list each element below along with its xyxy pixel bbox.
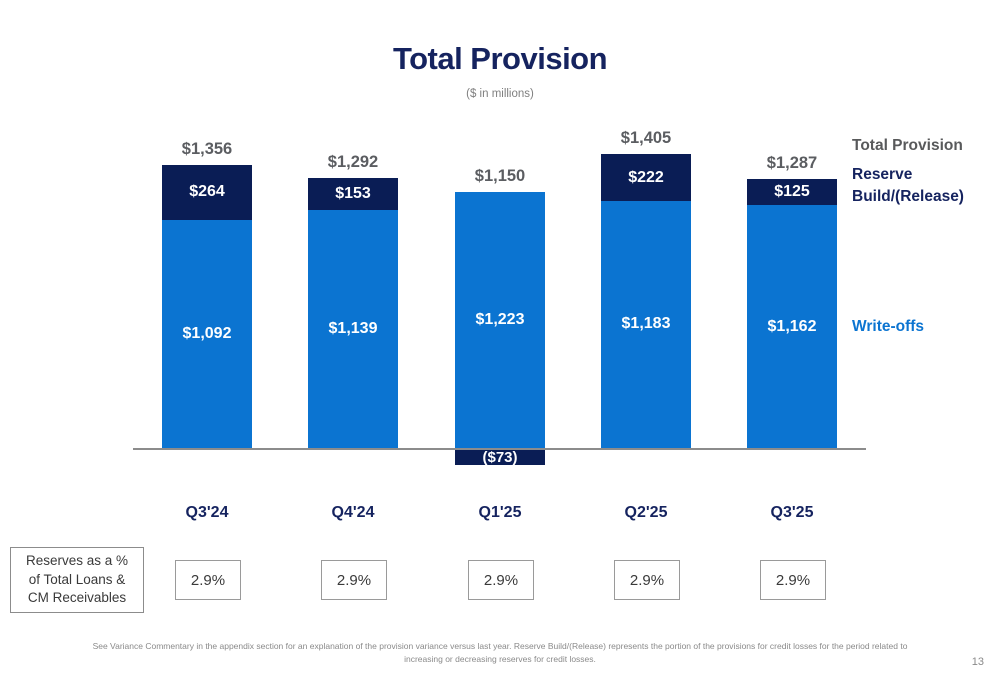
x-axis-label-Q1'25: Q1'25 — [478, 504, 522, 521]
bar-total-label-Q3'25: $1,287 — [766, 154, 818, 173]
page-title: Total Provision — [392, 41, 608, 76]
bar-total-label-Q3'24: $1,356 — [181, 139, 233, 158]
bar-total-label-Q1'25: $1,150 — [474, 167, 526, 186]
bar-segment-write-offs-Q3'25: $1,162 — [747, 205, 837, 448]
bar-value-label-reserve: ($73) — [482, 449, 518, 467]
bar-value-label-write-offs: $1,139 — [328, 319, 378, 337]
bar-value-label-reserve: $153 — [335, 184, 371, 202]
bar-value-label-write-offs: $1,183 — [621, 315, 671, 333]
legend-total-provision: Total Provision — [852, 137, 963, 154]
legend-reserve-build-release: Reserve Build/(Release) — [852, 166, 964, 206]
bar-value-label-write-offs: $1,092 — [182, 324, 232, 342]
reserves-ratio-label-box: Reserves as a % of Total Loans & CM Rece… — [10, 547, 144, 613]
reserves-pct-box-Q3'25: 2.9% — [760, 560, 826, 600]
bar-segment-reserve-Q3'24: $264 — [162, 164, 252, 220]
reserves-pct-box-Q3'24: 2.9% — [175, 560, 241, 600]
reserves-pct-box-Q2'25: 2.9% — [614, 560, 680, 600]
chart-subtitle: ($ in millions) — [466, 88, 534, 100]
bar-total-label-Q2'25: $1,405 — [620, 129, 672, 148]
bar-segment-write-offs-Q3'24: $1,092 — [162, 219, 252, 448]
bar-value-label-reserve: $222 — [628, 168, 664, 186]
bar-value-label-write-offs: $1,162 — [767, 317, 817, 335]
reserves-pct-box-Q4'24: 2.9% — [321, 560, 387, 600]
bar-segment-write-offs-Q1'25: $1,223 — [455, 192, 545, 448]
legend-write-offs: Write-offs — [852, 318, 925, 335]
bar-segment-reserve-Q3'25: $125 — [747, 179, 837, 206]
reserves-pct-box-Q1'25: 2.9% — [468, 560, 534, 600]
bar-value-label-write-offs: $1,223 — [475, 311, 525, 329]
footnote: See Variance Commentary in the appendix … — [92, 640, 908, 665]
bar-segment-reserve-Q2'25: $222 — [601, 154, 691, 201]
x-axis-label-Q2'25: Q2'25 — [624, 504, 668, 521]
bar-segment-write-offs-Q4'24: $1,139 — [308, 209, 398, 448]
x-axis-line — [133, 448, 866, 450]
page-number: 13 — [971, 656, 984, 668]
bar-total-label-Q4'24: $1,292 — [327, 152, 379, 171]
bar-segment-reserve-Q4'24: $153 — [308, 177, 398, 210]
x-axis-label-Q4'24: Q4'24 — [331, 504, 375, 521]
bar-segment-write-offs-Q2'25: $1,183 — [601, 200, 691, 448]
bar-value-label-reserve: $264 — [189, 183, 225, 201]
x-axis-label-Q3'24: Q3'24 — [185, 504, 229, 521]
bar-segment-reserve-release-Q1'25: ($73) — [455, 449, 545, 467]
x-axis-label-Q3'25: Q3'25 — [770, 504, 814, 521]
bar-value-label-reserve: $125 — [774, 183, 810, 201]
